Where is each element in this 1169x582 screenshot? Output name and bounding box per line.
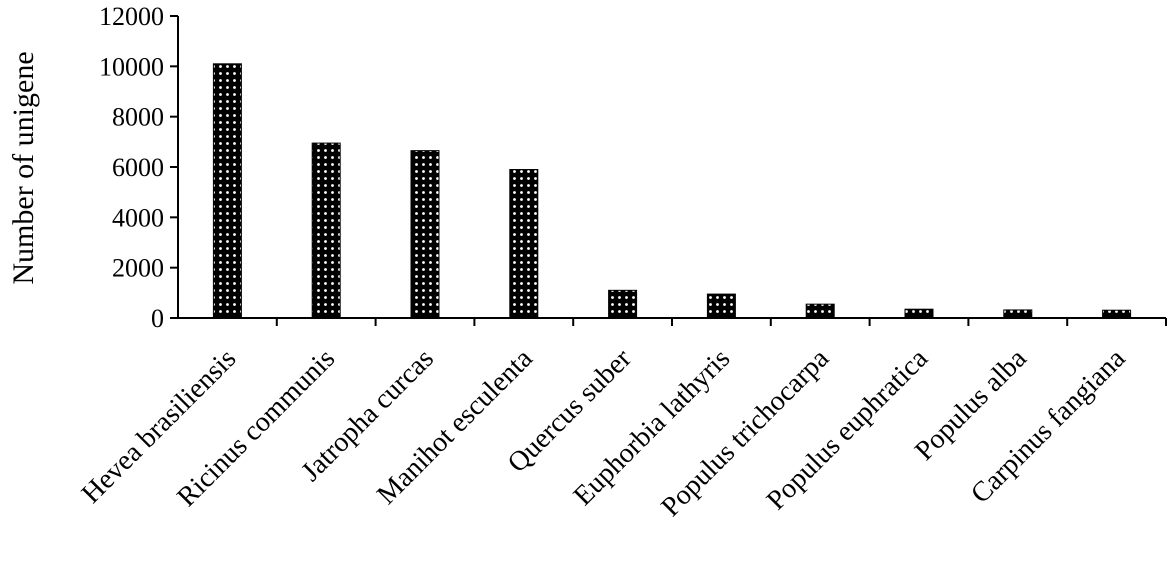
bar: [1102, 309, 1132, 319]
x-axis-ticks: [275, 318, 1167, 326]
bar: [904, 308, 934, 319]
y-tick-label: 6000: [112, 153, 164, 182]
category-label: Populus trichocarpa: [655, 343, 835, 523]
y-tick-label: 4000: [112, 203, 164, 232]
bar: [212, 63, 242, 319]
bars: [212, 63, 1132, 319]
y-tick-label: 2000: [112, 254, 164, 283]
bar: [805, 303, 835, 319]
bar: [509, 169, 539, 319]
y-tick-label: 0: [151, 304, 164, 333]
bar: [608, 289, 638, 319]
y-tick-label: 8000: [112, 103, 164, 132]
bar: [410, 150, 440, 319]
y-tick-label: 10000: [99, 52, 164, 81]
y-axis-title: Number of unigene: [7, 51, 40, 284]
y-axis-ticks: 0 2000 4000 6000 8000 10000 12000: [99, 2, 178, 333]
bar: [706, 293, 736, 319]
bar: [1003, 309, 1033, 319]
y-tick-label: 12000: [99, 2, 164, 31]
bar: [311, 142, 341, 319]
